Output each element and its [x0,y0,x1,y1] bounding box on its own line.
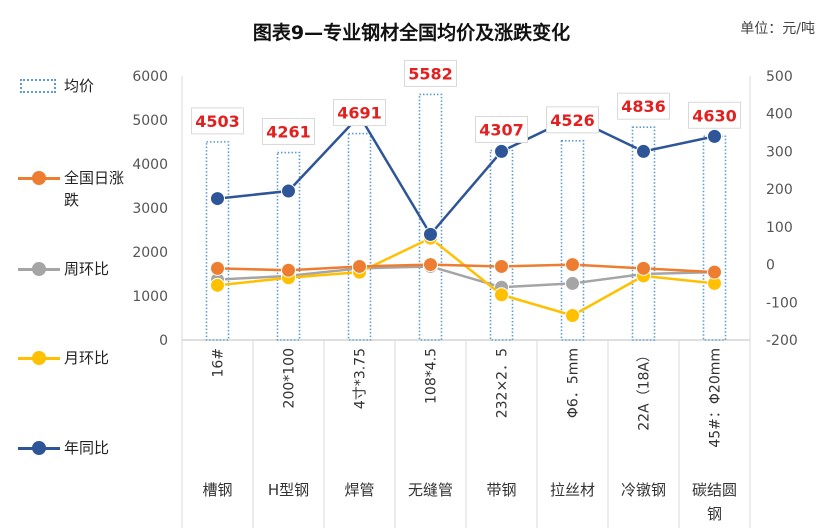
legend-item-daily-change: 全国日涨跌 [18,167,134,211]
price-label-box [617,92,670,120]
legend-label: 均价 [64,77,95,95]
unit-label: 单位：元/吨 [740,21,815,37]
y-right-tick-label: 300 [766,144,793,160]
series-line [217,263,715,274]
price-bar [489,149,514,341]
series-point [494,143,509,159]
price-bar [418,93,443,341]
series-point [423,226,438,242]
series-point [281,262,296,278]
y-right-tick-label: 0 [766,258,775,274]
series-point [210,191,225,207]
y-right-tick-label: 200 [766,182,793,198]
series-line [217,113,715,237]
category-label: 碳结圆 [692,481,737,499]
price-data-label: 4261 [266,123,311,142]
legend-bar-swatch [18,75,60,97]
series-point [565,307,580,323]
chart-title: 图表9—专业钢材全国均价及涨跌变化 [252,22,571,44]
y-left-tick-label: 5000 [132,113,168,129]
y-right-tick-label: -100 [766,295,798,311]
series-point [707,264,722,280]
spec-label: 4寸*3.75 [353,348,369,409]
price-bar [631,126,656,341]
legend-line-swatch [18,437,60,459]
price-data-label: 4526 [550,111,595,130]
legend-line-swatch [18,347,60,369]
price-bar [276,151,301,341]
spec-label: 22A（18A） [637,348,653,431]
series-point [281,183,296,199]
y-right-tick-label: 400 [766,107,793,123]
category-label: 无缝管 [408,481,453,499]
spec-label: 108*4.5 [424,348,440,404]
price-label-box [262,118,315,146]
y-left-tick-label: 0 [159,333,168,349]
category-label: 槽钢 [202,481,232,499]
legend-item-monthly: 月环比 [18,347,134,369]
series-point [565,275,580,291]
series-point [707,128,722,144]
price-data-label: 4503 [195,112,240,131]
category-label: 焊管 [344,481,374,499]
category-label: 冷镦钢 [621,481,666,499]
price-label-box [404,59,457,87]
price-label-box [688,101,741,129]
spec-label: 16# [211,348,227,378]
legend-label: 月环比 [64,349,110,367]
series-point [636,260,651,276]
series-point [423,257,438,273]
price-bar [702,135,727,341]
y-left-tick-label: 6000 [132,69,168,85]
legend-line-swatch [18,167,60,189]
legend-label: 周环比 [64,260,110,278]
legend-label: 全国日涨跌 [64,169,125,209]
price-label-box [191,107,244,135]
y-right-tick-label: -200 [766,333,798,349]
price-data-label: 4691 [337,104,382,123]
price-label-box [475,115,528,143]
series-line [217,265,715,289]
legend-line-swatch [18,258,60,280]
y-right-tick-label: 500 [766,69,793,85]
category-label: 钢 [707,505,722,523]
spec-label: 232×2．5 [495,348,511,418]
series-point [210,277,225,293]
legend-item-weekly: 周环比 [18,258,134,280]
legend-item-avg-price: 均价 [18,75,134,97]
price-bar [560,140,585,341]
series-point [494,287,509,303]
price-bar [205,141,230,341]
spec-label: Φ6．5mm [566,348,582,418]
price-bar [347,132,372,341]
category-label: H型钢 [268,481,309,499]
series-point [494,258,509,274]
series-point [352,258,367,274]
price-label-box [546,106,599,134]
legend-item-yoy: 年同比 [18,437,134,459]
legend-label: 年同比 [64,439,110,457]
y-left-tick-label: 2000 [132,245,168,261]
category-label: 带钢 [486,481,516,499]
y-left-tick-label: 4000 [132,157,168,173]
category-label: 拉丝材 [550,481,595,499]
series-point [210,260,225,276]
spec-label: 45#：Φ20mm [708,348,724,448]
price-label-box [333,99,386,127]
y-left-tick-label: 3000 [132,201,168,217]
price-data-label: 4307 [479,120,524,139]
spec-label: 200*100 [282,348,298,408]
series-point [565,257,580,273]
series-point [636,143,651,159]
y-left-tick-label: 1000 [132,289,168,305]
price-data-label: 5582 [408,64,453,83]
price-data-label: 4630 [692,106,737,125]
y-right-tick-label: 100 [766,220,793,236]
price-data-label: 4836 [621,97,666,116]
